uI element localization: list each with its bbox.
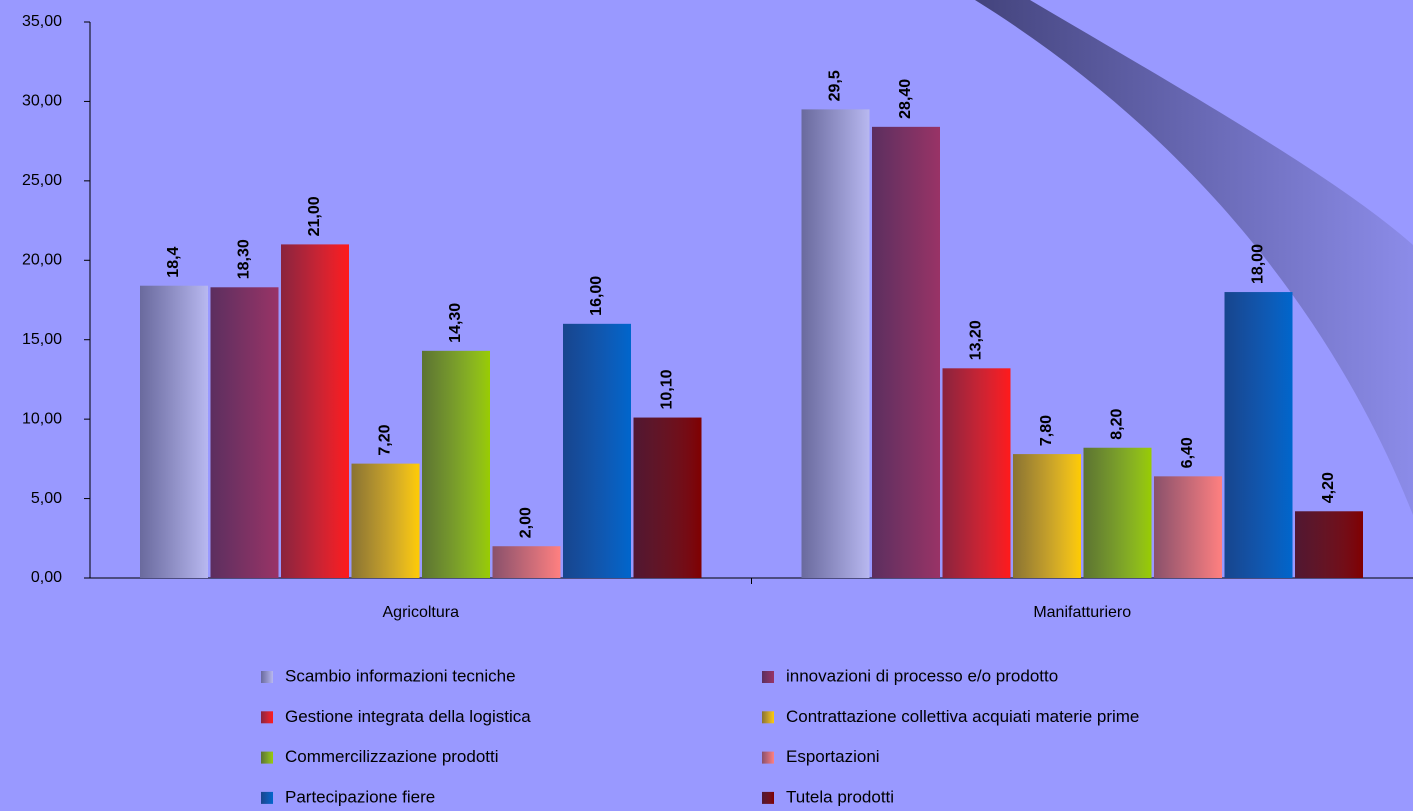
legend-marker (261, 791, 273, 804)
y-tick-label: 20,00 (22, 252, 62, 269)
value-label: 18,30 (236, 239, 253, 279)
legend-marker (762, 711, 774, 724)
value-label: 18,00 (1250, 244, 1267, 284)
bar (351, 463, 420, 578)
bar (942, 368, 1011, 578)
legend-label: Tutela prodotti (786, 787, 894, 806)
y-tick-label: 10,00 (22, 410, 62, 427)
value-label: 6,40 (1179, 437, 1196, 468)
legend-marker (261, 671, 273, 683)
bar (1154, 476, 1222, 578)
x-tick-label: Agricoltura (383, 604, 460, 621)
value-label: 2,00 (518, 507, 535, 538)
y-tick-label: 5,00 (31, 490, 62, 507)
legend-label: Contrattazione collettiva acquiati mater… (786, 707, 1139, 726)
x-tick-label: Manifatturiero (1033, 604, 1131, 621)
bar (1295, 511, 1363, 578)
y-tick-label: 0,00 (31, 569, 62, 586)
bar (633, 417, 702, 578)
bar (492, 546, 561, 578)
bar (210, 287, 279, 578)
y-tick-label: 35,00 (22, 13, 62, 30)
value-label: 13,20 (968, 320, 985, 360)
legend-label: Commercilizzazione prodotti (285, 747, 499, 766)
value-label: 4,20 (1320, 472, 1337, 503)
legend-marker (261, 711, 273, 724)
value-label: 16,00 (588, 276, 605, 316)
value-label: 18,4 (165, 246, 182, 277)
bar (563, 323, 631, 578)
legend-marker (762, 751, 774, 764)
legend-label: Gestione integrata della logistica (285, 707, 531, 726)
legend-marker (762, 671, 774, 683)
y-tick-label: 25,00 (22, 172, 62, 189)
legend-marker (261, 751, 273, 764)
value-label: 14,30 (447, 303, 464, 343)
decoration (975, 0, 1413, 515)
value-label: 7,20 (377, 424, 394, 455)
bar (140, 285, 208, 578)
value-label: 21,00 (306, 196, 323, 236)
value-label: 28,40 (897, 79, 914, 119)
legend-label: innovazioni di processo e/o prodotto (786, 666, 1058, 685)
value-label: 10,10 (659, 369, 676, 409)
bar (801, 109, 870, 578)
bar (422, 350, 490, 578)
legend-marker (762, 791, 774, 804)
bar (1224, 292, 1293, 578)
legend-label: Esportazioni (786, 747, 880, 766)
value-label: 8,20 (1109, 408, 1126, 439)
bar (1013, 454, 1081, 578)
value-label: 7,80 (1038, 415, 1055, 446)
bar (872, 126, 940, 579)
value-label: 29,5 (827, 70, 844, 101)
legend-label: Partecipazione fiere (285, 787, 435, 806)
bar (1083, 447, 1152, 578)
y-tick-label: 15,00 (22, 331, 62, 348)
y-tick-label: 30,00 (22, 93, 62, 110)
bar (281, 244, 349, 578)
legend-label: Scambio informazioni tecniche (285, 666, 516, 685)
